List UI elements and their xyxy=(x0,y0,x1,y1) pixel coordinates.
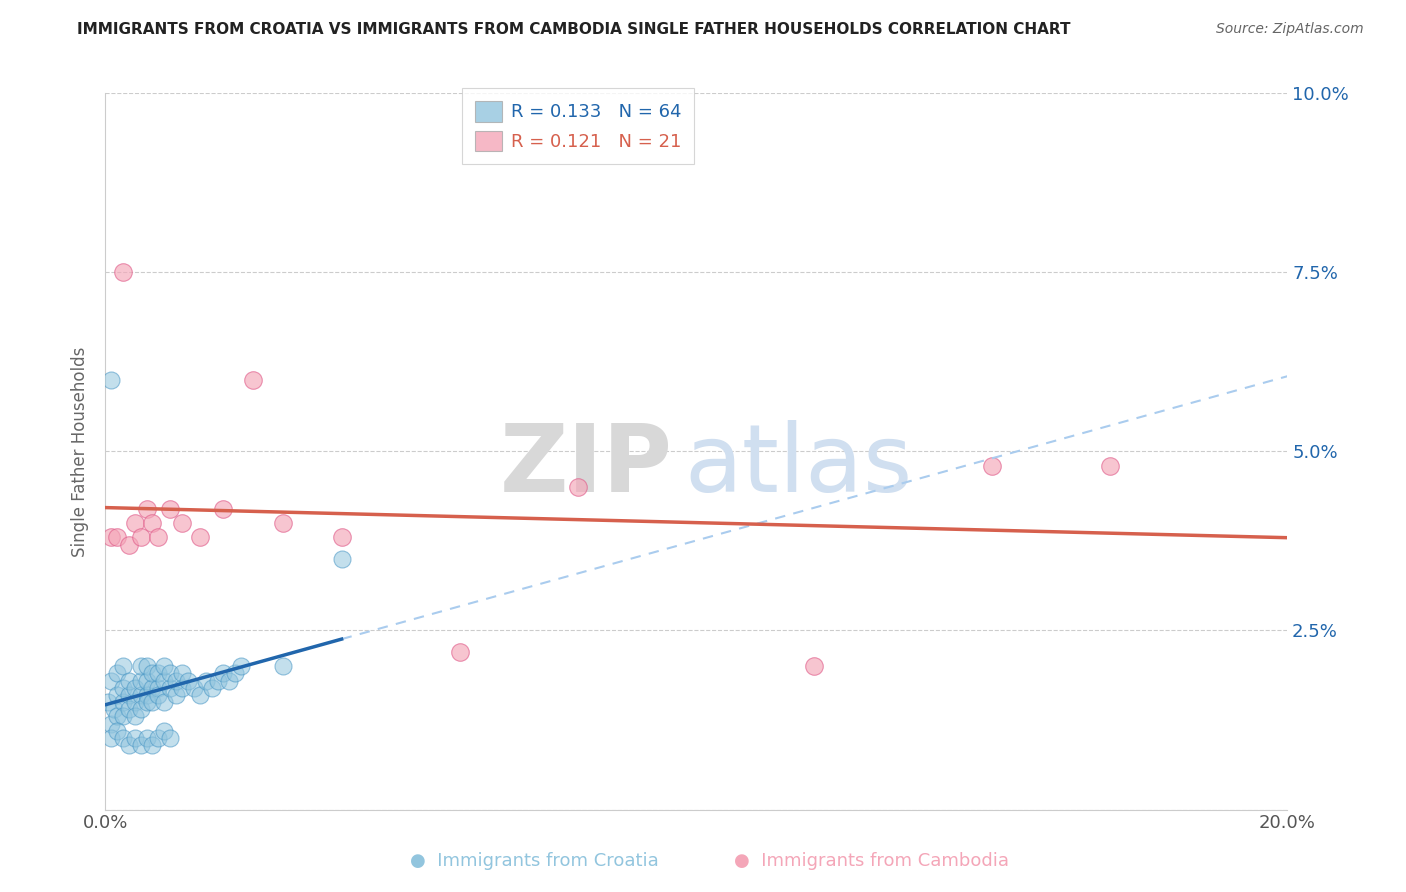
Point xyxy=(141,738,163,752)
Legend: R = 0.133   N = 64, R = 0.121   N = 21: R = 0.133 N = 64, R = 0.121 N = 21 xyxy=(463,88,695,164)
Text: ●  Immigrants from Croatia: ● Immigrants from Croatia xyxy=(411,852,658,870)
Point xyxy=(170,516,193,530)
Point xyxy=(97,695,120,709)
Point xyxy=(135,731,157,745)
Text: Source: ZipAtlas.com: Source: ZipAtlas.com xyxy=(1216,22,1364,37)
Point xyxy=(103,702,125,716)
Point xyxy=(124,731,146,745)
Point xyxy=(159,681,181,695)
Point xyxy=(1098,458,1121,473)
Point xyxy=(118,688,141,702)
Point xyxy=(153,695,176,709)
Point xyxy=(111,681,134,695)
Point xyxy=(148,688,170,702)
Point xyxy=(153,723,176,738)
Point xyxy=(165,688,187,702)
Point xyxy=(218,673,240,688)
Point xyxy=(129,530,152,544)
Point xyxy=(271,659,294,673)
Point xyxy=(111,695,134,709)
Point xyxy=(153,659,176,673)
Point xyxy=(118,702,141,716)
Point xyxy=(124,695,146,709)
Point xyxy=(129,702,152,716)
Point xyxy=(165,673,187,688)
Point xyxy=(188,530,211,544)
Point xyxy=(330,552,353,566)
Text: ●  Immigrants from Cambodia: ● Immigrants from Cambodia xyxy=(734,852,1010,870)
Point xyxy=(105,688,128,702)
Point xyxy=(129,688,152,702)
Point xyxy=(271,516,294,530)
Point xyxy=(567,480,589,494)
Point xyxy=(200,681,222,695)
Point xyxy=(170,666,193,681)
Point xyxy=(141,516,163,530)
Point xyxy=(212,666,235,681)
Point xyxy=(124,709,146,723)
Point xyxy=(100,373,122,387)
Point xyxy=(330,530,353,544)
Point xyxy=(159,666,181,681)
Point xyxy=(141,681,163,695)
Point xyxy=(135,695,157,709)
Point xyxy=(194,673,217,688)
Point xyxy=(129,659,152,673)
Point xyxy=(118,738,141,752)
Point xyxy=(100,716,122,731)
Point xyxy=(148,666,170,681)
Point xyxy=(118,673,141,688)
Point xyxy=(148,530,170,544)
Point xyxy=(111,709,134,723)
Point xyxy=(124,516,146,530)
Point xyxy=(148,731,170,745)
Point xyxy=(135,501,157,516)
Point xyxy=(159,731,181,745)
Point xyxy=(803,659,825,673)
Point xyxy=(105,666,128,681)
Point xyxy=(188,688,211,702)
Point xyxy=(135,688,157,702)
Point xyxy=(100,673,122,688)
Point xyxy=(129,673,152,688)
Point xyxy=(159,501,181,516)
Point xyxy=(111,265,134,279)
Point xyxy=(224,666,246,681)
Text: ZIP: ZIP xyxy=(499,420,672,512)
Point xyxy=(242,373,264,387)
Point xyxy=(231,659,253,673)
Point xyxy=(183,681,205,695)
Point xyxy=(148,681,170,695)
Point xyxy=(118,537,141,551)
Point xyxy=(207,673,229,688)
Point xyxy=(100,731,122,745)
Point xyxy=(105,723,128,738)
Point xyxy=(135,673,157,688)
Point xyxy=(153,673,176,688)
Y-axis label: Single Father Households: Single Father Households xyxy=(72,346,89,557)
Point xyxy=(100,530,122,544)
Text: IMMIGRANTS FROM CROATIA VS IMMIGRANTS FROM CAMBODIA SINGLE FATHER HOUSEHOLDS COR: IMMIGRANTS FROM CROATIA VS IMMIGRANTS FR… xyxy=(77,22,1071,37)
Point xyxy=(980,458,1002,473)
Point xyxy=(111,659,134,673)
Point xyxy=(141,695,163,709)
Point xyxy=(177,673,200,688)
Point xyxy=(141,666,163,681)
Point xyxy=(105,530,128,544)
Point xyxy=(449,645,471,659)
Point xyxy=(129,738,152,752)
Point xyxy=(212,501,235,516)
Point xyxy=(105,709,128,723)
Point xyxy=(135,659,157,673)
Point xyxy=(170,681,193,695)
Point xyxy=(124,681,146,695)
Point xyxy=(111,731,134,745)
Text: atlas: atlas xyxy=(685,420,912,512)
